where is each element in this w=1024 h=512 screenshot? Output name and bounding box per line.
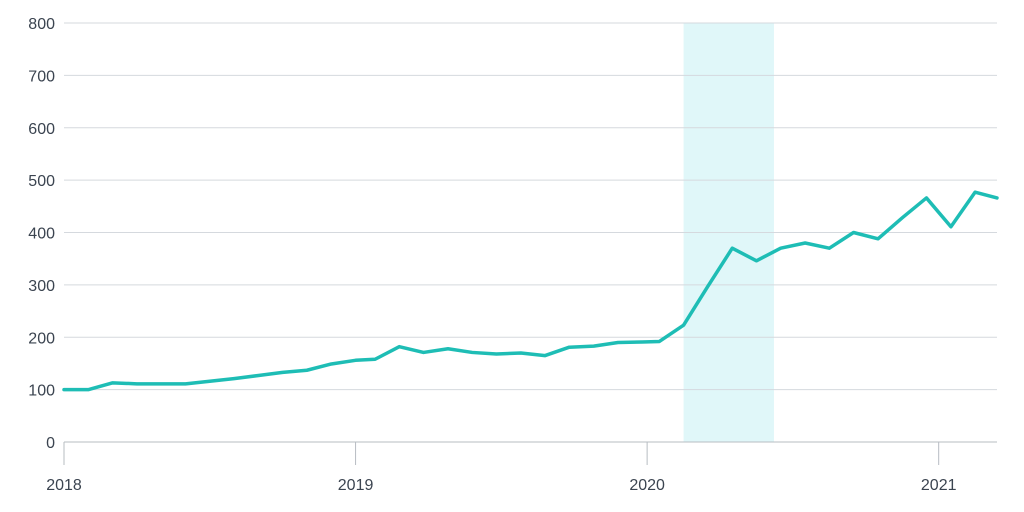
- y-tick-label: 200: [28, 330, 55, 347]
- axes: [63, 441, 997, 465]
- x-tick-label: 2020: [629, 477, 665, 494]
- y-tick-label: 600: [28, 121, 55, 138]
- tick-labels: 0 100 200 300 400 500 600 700 800 2018 2019 2020 202…: [28, 16, 956, 494]
- y-tick-label: 800: [28, 16, 55, 33]
- x-tick-label: 2021: [921, 477, 957, 494]
- y-tick-label: 300: [28, 278, 55, 295]
- y-tick-label: 700: [28, 68, 55, 85]
- x-tick-label: 2018: [46, 477, 82, 494]
- y-tick-label: 400: [28, 226, 55, 243]
- series-line-0: [62, 190, 999, 392]
- y-tick-label: 0: [46, 435, 55, 452]
- y-tick-label: 100: [28, 383, 55, 400]
- gridlines: [64, 22, 997, 391]
- y-tick-label: 500: [28, 173, 55, 190]
- x-tick-label: 2019: [338, 477, 374, 494]
- series-layer: [62, 190, 999, 392]
